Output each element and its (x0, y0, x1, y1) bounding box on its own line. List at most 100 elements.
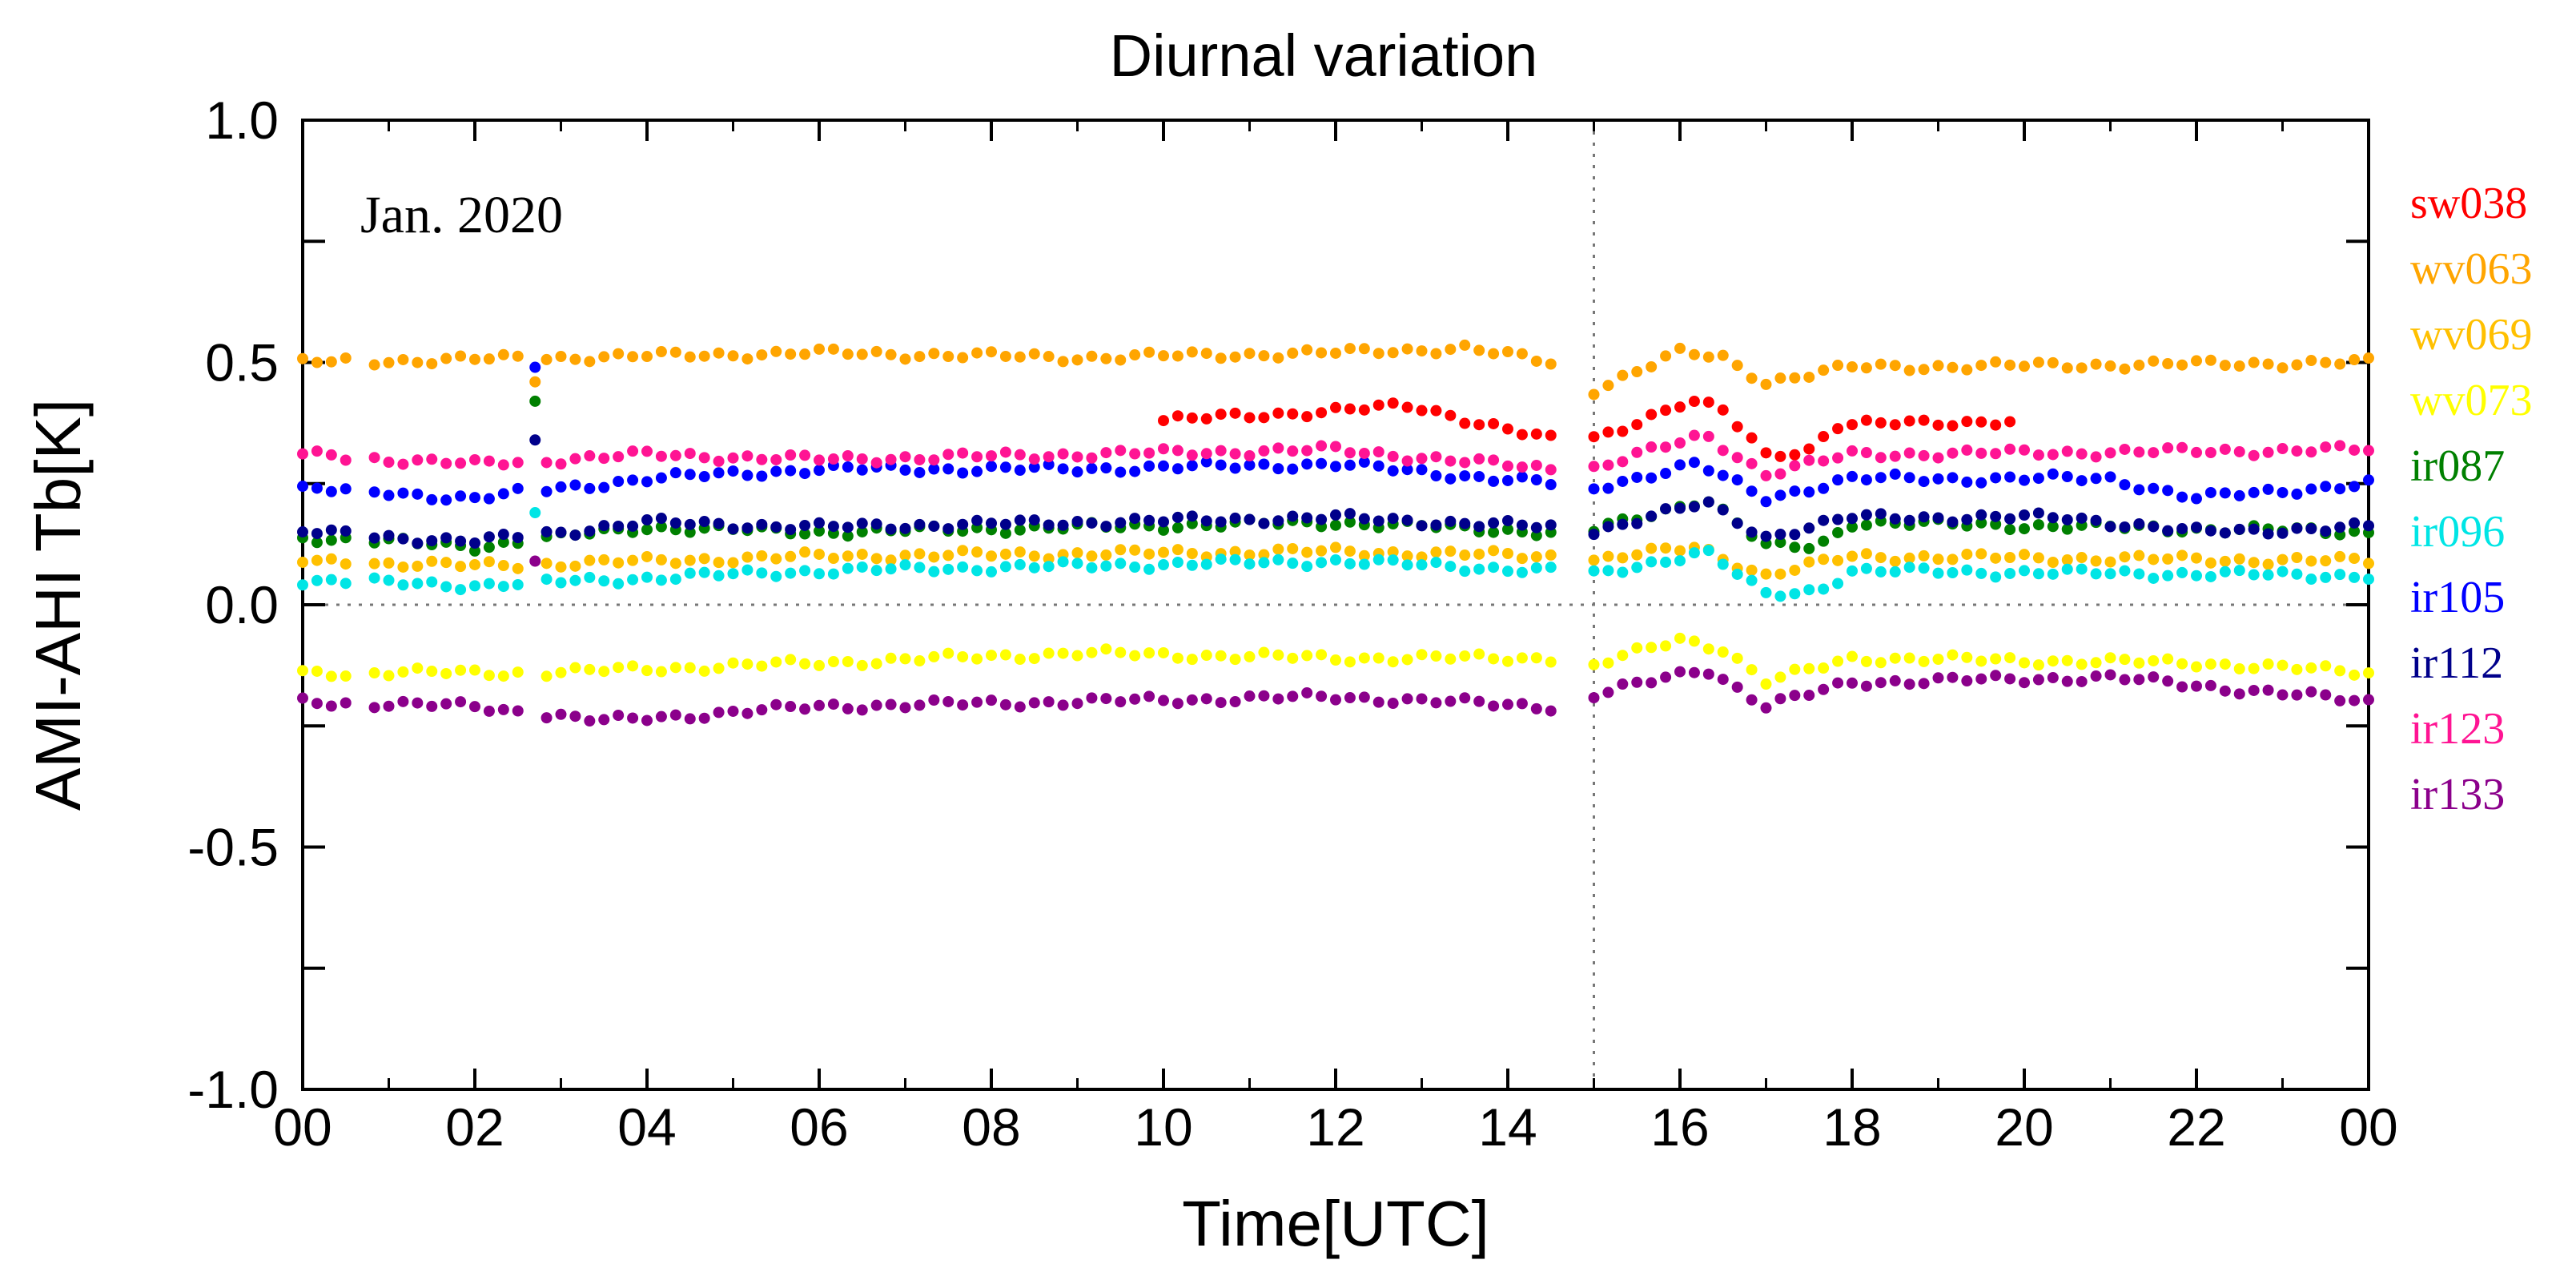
point-ir123 (1674, 437, 1686, 449)
point-sw038 (1287, 408, 1299, 420)
point-ir112 (1215, 516, 1227, 528)
point-wv073 (942, 647, 954, 659)
point-wv063 (842, 348, 854, 360)
point-wv073 (2291, 663, 2303, 675)
point-ir123 (885, 453, 897, 465)
point-ir123 (1401, 455, 1413, 467)
point-ir123 (1488, 454, 1500, 466)
point-ir096 (1903, 562, 1915, 574)
point-ir112 (1459, 517, 1471, 529)
point-ir123 (1100, 447, 1112, 459)
point-sw038 (1717, 404, 1729, 416)
y-tick-label: 1.0 (205, 91, 279, 150)
point-ir112 (2248, 523, 2260, 535)
point-sw038 (1200, 413, 1212, 425)
point-ir096 (1258, 557, 1270, 569)
point-ir096 (2191, 570, 2202, 582)
point-wv063 (785, 348, 797, 360)
point-wv069 (1875, 552, 1887, 564)
point-ir133 (1818, 683, 1830, 695)
point-ir112 (1516, 519, 1528, 531)
point-ir123 (613, 451, 625, 463)
point-ir096 (1832, 578, 1844, 590)
point-wv063 (2176, 359, 2188, 371)
point-ir105 (799, 468, 811, 480)
point-ir112 (1702, 496, 1714, 508)
point-ir096 (440, 581, 452, 593)
point-ir123 (627, 445, 639, 457)
point-wv073 (1617, 650, 1629, 662)
point-wv063 (899, 353, 911, 365)
legend-entry-ir112: ir112 (2410, 638, 2503, 688)
point-wv073 (297, 665, 308, 677)
point-wv073 (1401, 654, 1413, 666)
point-ir112 (684, 518, 696, 530)
point-ir133 (1731, 681, 1743, 693)
point-wv063 (311, 356, 323, 368)
point-ir123 (684, 448, 696, 460)
data-points (297, 339, 2374, 727)
point-ir133 (1043, 696, 1055, 708)
point-wv073 (2219, 658, 2231, 670)
point-wv069 (311, 554, 323, 566)
point-wv069 (741, 551, 754, 563)
point-sw038 (1746, 432, 1758, 444)
point-wv073 (1171, 652, 1184, 664)
point-ir112 (971, 514, 983, 526)
point-sw038 (1702, 396, 1714, 409)
point-wv063 (1287, 347, 1299, 359)
point-wv069 (1774, 568, 1786, 580)
point-wv069 (2004, 552, 2016, 564)
point-wv069 (756, 549, 768, 562)
point-wv073 (1746, 664, 1758, 676)
point-ir105 (669, 467, 681, 479)
point-ir133 (842, 702, 854, 714)
point-ir123 (1588, 461, 1600, 473)
point-ir123 (297, 448, 308, 460)
point-wv069 (2233, 553, 2245, 565)
point-wv063 (1502, 345, 1513, 357)
point-wv069 (870, 553, 882, 565)
point-ir123 (1975, 447, 1987, 459)
point-wv073 (2047, 655, 2059, 667)
point-ir112 (2032, 507, 2044, 519)
point-ir087 (1975, 517, 1987, 529)
point-ir133 (1459, 692, 1471, 704)
point-ir096 (1358, 558, 1370, 570)
point-ir096 (799, 565, 811, 577)
point-wv069 (1258, 549, 1270, 561)
point-wv063 (1875, 358, 1887, 370)
point-ir096 (1516, 566, 1528, 578)
point-wv069 (1947, 553, 1959, 566)
point-wv073 (885, 652, 897, 664)
point-ir123 (1186, 449, 1198, 461)
point-ir105 (340, 483, 352, 495)
point-ir112 (2334, 521, 2346, 533)
point-wv063 (1789, 372, 1801, 384)
point-ir105 (2363, 474, 2374, 486)
point-ir096 (1688, 547, 1700, 559)
point-wv063 (1057, 356, 1069, 368)
point-wv069 (2061, 554, 2073, 566)
point-ir105 (1387, 465, 1399, 477)
point-ir123 (1990, 448, 2002, 460)
point-ir133 (1330, 694, 1341, 706)
point-ir123 (1129, 448, 1141, 460)
point-ir112 (2104, 521, 2116, 533)
point-ir112 (2090, 514, 2102, 526)
point-ir123 (2090, 451, 2102, 463)
point-ir112 (555, 526, 567, 538)
point-wv073 (1702, 643, 1714, 655)
y-tick-labels: 1.0 0.5 0.0 -0.5 -1.0 (187, 91, 279, 1119)
point-ir096 (1588, 565, 1600, 577)
point-wv073 (1071, 650, 1083, 662)
point-ir133 (669, 709, 681, 721)
point-sw038 (1430, 405, 1442, 417)
point-ir133 (412, 697, 424, 709)
point-ir096 (397, 579, 409, 591)
point-wv063 (584, 356, 596, 368)
point-ir112 (1258, 517, 1270, 529)
point-wv069 (827, 553, 839, 565)
point-wv073 (397, 666, 409, 678)
point-wv069 (368, 557, 380, 570)
